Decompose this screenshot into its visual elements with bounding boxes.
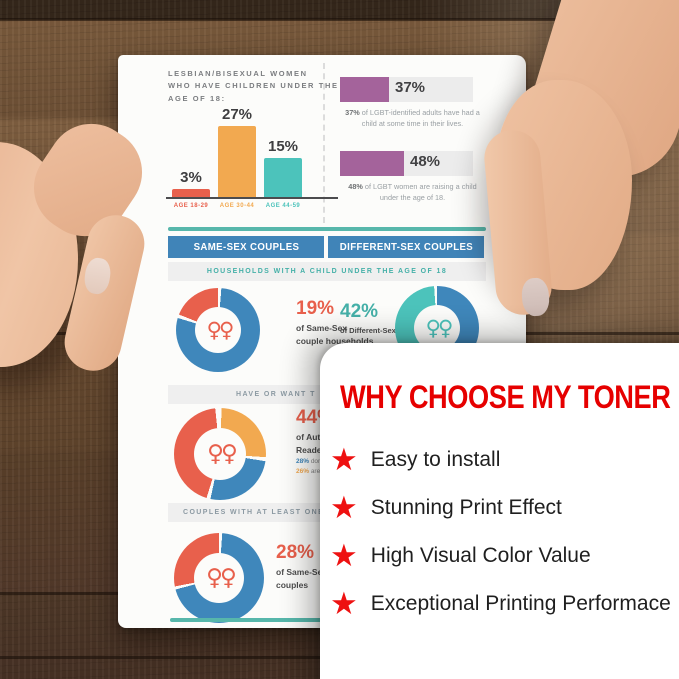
- header-label: SAME-SEX COUPLES: [193, 241, 299, 253]
- stat-caption: 48% of LGBT women are raising a child un…: [340, 181, 485, 204]
- stat-48: 48% 48% of LGBT women are raising a chil…: [340, 151, 490, 204]
- donut-19pct: ♀♀: [176, 288, 260, 372]
- stat-track: 37%: [340, 77, 473, 102]
- bar-fill: [172, 189, 210, 197]
- donut-caption: of Different-Sex: [340, 326, 396, 335]
- header-label: DIFFERENT-SEX COUPLES: [339, 241, 473, 253]
- header-same-sex: SAME-SEX COUPLES: [168, 236, 324, 258]
- stat-caption-bold: 48%: [348, 182, 363, 191]
- donut-hole: ♀♀: [195, 307, 241, 353]
- stat-fill: [340, 151, 404, 176]
- donut-28pct: ♀♀: [174, 533, 264, 623]
- bar-fill: [264, 157, 302, 197]
- bar-chart: 3% 27% 15%: [166, 106, 338, 199]
- donut-pct: 42%: [340, 301, 379, 322]
- donut-42pct-text: 42% of Different-Sex: [340, 301, 400, 336]
- list-item: ★ Easy to install: [330, 443, 671, 477]
- stat-caption-text: of LGBT-identified adults have had a chi…: [361, 108, 480, 129]
- band-households: HOUSEHOLDS WITH A CHILD UNDER THE AGE OF…: [168, 262, 486, 281]
- star-icon: ★: [330, 537, 358, 574]
- bar-age-30-44: 27%: [218, 106, 256, 197]
- band-label: COUPLES WITH AT LEAST ONE: [183, 509, 325, 516]
- axis-label: AGE 30-44: [219, 203, 255, 209]
- plank-seam: [0, 18, 679, 21]
- double-venus-icon: ♀♀: [206, 564, 237, 591]
- donut-hole: ♀♀: [194, 553, 244, 603]
- donut-19pct-text: 19% of Same-Sex couple households: [296, 298, 416, 348]
- benefit-text: Easy to install: [370, 448, 501, 471]
- benefit-text: High Visual Color Value: [370, 544, 591, 567]
- stat-track: 48%: [340, 151, 473, 176]
- bar-value-label: 3%: [180, 169, 202, 186]
- donut-caption: of Same-Sex couple households: [296, 323, 374, 346]
- donut-28pct-text: 28% of Same-Sex couples: [276, 542, 386, 592]
- dashed-divider: [323, 63, 325, 223]
- star-icon: ★: [330, 489, 358, 526]
- stat-fill: [340, 77, 390, 102]
- double-venus-icon: ♀♀: [206, 317, 235, 342]
- benefit-text: Stunning Print Effect: [370, 496, 562, 519]
- donut-pct: 19%: [296, 298, 335, 319]
- teal-rule-top: [168, 227, 486, 231]
- teal-rule-bottom: [170, 618, 420, 622]
- benefit-list: ★ Easy to install ★ Stunning Print Effec…: [330, 443, 671, 621]
- list-item: ★ Exceptional Printing Performace: [330, 587, 671, 621]
- bar-age-18-29: 3%: [172, 169, 210, 197]
- donut-44pct: ♀♀: [174, 408, 266, 500]
- bar-chart-axis-labels: AGE 18-29 AGE 30-44 AGE 44-59: [166, 203, 338, 209]
- stat-caption: 37% of LGBT-identified adults have had a…: [340, 107, 485, 130]
- star-icon: ★: [330, 585, 358, 622]
- bar-fill: [218, 126, 256, 197]
- subnote-pct: 26%: [296, 467, 310, 475]
- list-item: ★ Stunning Print Effect: [330, 491, 671, 525]
- infographic-title: LESBIAN/BISEXUAL WOMEN WHO HAVE CHILDREN…: [168, 69, 339, 103]
- bar-age-44-59: 15%: [264, 138, 302, 197]
- stat-value: 48%: [410, 153, 441, 170]
- stat-37: 37% 37% of LGBT-identified adults have h…: [340, 77, 490, 130]
- list-item: ★ High Visual Color Value: [330, 539, 671, 573]
- stat-caption-bold: 37%: [345, 108, 360, 117]
- left-hand: [0, 106, 160, 382]
- right-hand: [468, 0, 679, 370]
- marketing-card: WHY CHOOSE MY TONER ★ Easy to install ★ …: [320, 343, 679, 679]
- donut-hole: ♀♀: [194, 428, 246, 480]
- axis-label: AGE 44-59: [265, 203, 301, 209]
- donut-pct: 28%: [276, 542, 315, 563]
- benefit-text: Exceptional Printing Performace: [370, 592, 671, 615]
- card-title: WHY CHOOSE MY TONER: [340, 379, 671, 415]
- stat-value: 37%: [395, 79, 426, 96]
- band-label: HOUSEHOLDS WITH A CHILD UNDER THE AGE OF…: [206, 268, 448, 275]
- subnote-pct: 28%: [296, 457, 310, 465]
- band-label: HAVE OR WANT T: [236, 391, 316, 398]
- double-venus-icon: ♀♀: [207, 440, 238, 467]
- double-venus-icon: ♀♀: [425, 315, 454, 340]
- star-icon: ★: [330, 441, 358, 478]
- donut-caption: of Same-Sex couples: [276, 567, 328, 590]
- axis-label: AGE 18-29: [173, 203, 209, 209]
- bar-value-label: 27%: [221, 106, 253, 123]
- stat-caption-text: of LGBT women are raising a child under …: [364, 182, 477, 203]
- header-different-sex: DIFFERENT-SEX COUPLES: [328, 236, 484, 258]
- bar-value-label: 15%: [267, 137, 299, 155]
